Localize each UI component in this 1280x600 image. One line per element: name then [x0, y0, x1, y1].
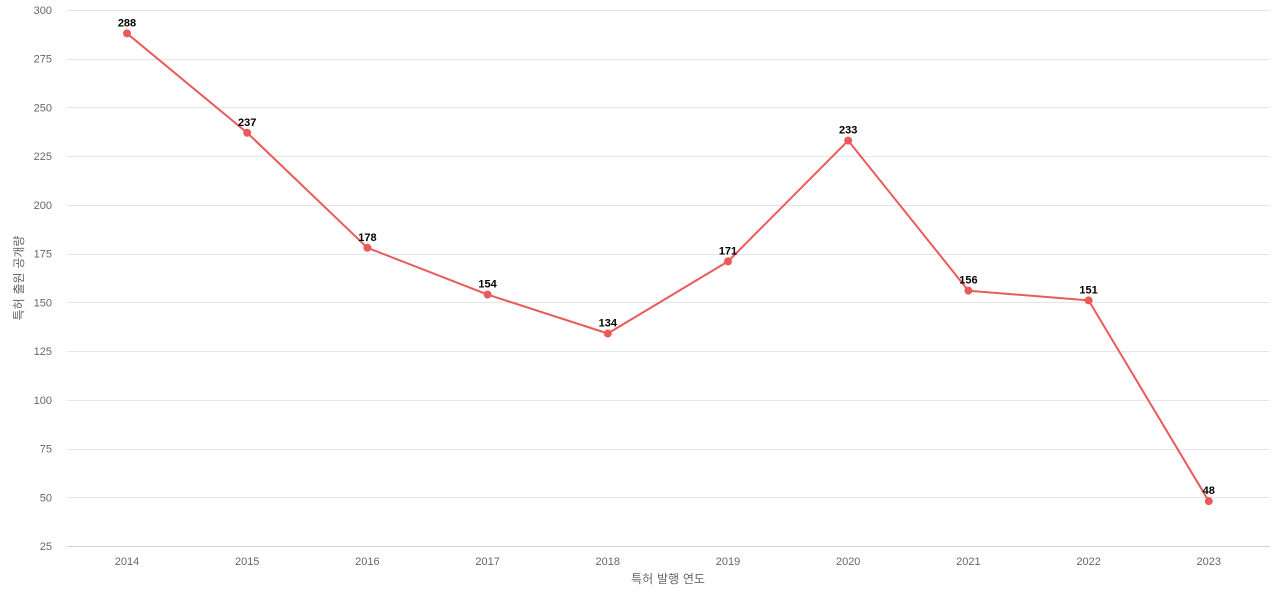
x-tick-label: 2018 — [596, 556, 620, 568]
data-point[interactable] — [844, 136, 853, 145]
data-point[interactable] — [243, 128, 252, 137]
y-tick-label: 275 — [34, 54, 52, 66]
x-axis-ticks: 2014 2015 2016 2017 2018 2019 2020 2021 2022 2023 — [115, 556, 1221, 568]
y-tick-label: 125 — [34, 346, 52, 358]
x-tick-label: 2015 — [235, 556, 259, 568]
y-axis-title: 특허 출원 공개량 — [12, 236, 26, 321]
y-tick-label: 175 — [34, 249, 52, 261]
grid — [67, 10, 1270, 498]
x-tick-label: 2016 — [355, 556, 379, 568]
data-point[interactable] — [363, 243, 372, 252]
x-tick-label: 2014 — [115, 556, 139, 568]
x-tick-label: 2023 — [1197, 556, 1221, 568]
x-tick-label: 2022 — [1076, 556, 1100, 568]
y-tick-label: 200 — [34, 200, 52, 212]
data-label: 134 — [599, 318, 618, 330]
y-tick-label: 225 — [34, 151, 52, 163]
x-tick-label: 2020 — [836, 556, 860, 568]
data-label: 237 — [238, 117, 256, 129]
data-label: 171 — [719, 245, 737, 257]
y-tick-label: 150 — [34, 297, 52, 309]
x-tick-label: 2021 — [956, 556, 980, 568]
data-point[interactable] — [724, 257, 732, 266]
y-tick-label: 300 — [34, 5, 52, 17]
data-point[interactable] — [1204, 497, 1213, 506]
data-label: 151 — [1079, 284, 1097, 296]
data-label: 233 — [839, 125, 857, 137]
data-labels: 288 237 178 154 134 171 233 156 151 48 — [118, 17, 1215, 497]
data-label: 48 — [1203, 485, 1215, 497]
x-axis-title: 특허 발행 연도 — [631, 571, 705, 586]
data-point[interactable] — [123, 29, 131, 38]
data-point[interactable] — [603, 329, 612, 338]
y-tick-label: 100 — [34, 395, 52, 407]
data-point[interactable] — [1084, 296, 1093, 305]
data-label: 288 — [118, 17, 136, 29]
series-layer — [123, 29, 1213, 506]
y-axis-ticks: 25 50 75 100 125 150 175 200 225 250 275 300 — [34, 5, 52, 553]
data-label: 154 — [478, 279, 497, 291]
data-point[interactable] — [964, 286, 973, 295]
y-tick-label: 50 — [40, 492, 52, 504]
y-tick-label: 250 — [34, 102, 52, 114]
data-point[interactable] — [483, 290, 492, 299]
data-label: 156 — [959, 275, 977, 287]
series-line — [126, 32, 1210, 502]
x-tick-label: 2019 — [716, 556, 740, 568]
y-tick-label: 75 — [40, 444, 52, 456]
data-label: 178 — [358, 232, 376, 244]
y-tick-label: 25 — [40, 541, 52, 553]
x-tick-label: 2017 — [475, 556, 499, 568]
